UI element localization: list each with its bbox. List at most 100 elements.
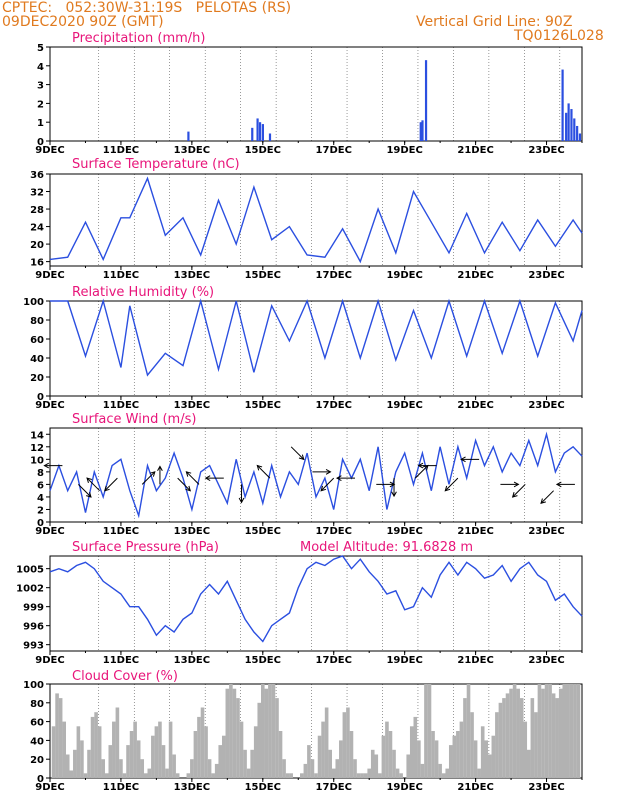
cloud-bar — [527, 749, 531, 778]
cloud-ytick-label: 80 — [30, 699, 44, 710]
wind-ytick-label: 0 — [37, 518, 44, 529]
cloud-bar — [431, 731, 435, 778]
rh-xtick-label: 17DEC — [316, 400, 352, 411]
cloud-bar — [388, 731, 393, 778]
cloud-bar — [548, 684, 552, 778]
cloud-bar — [321, 721, 325, 778]
wind-xtick-label: 21DEC — [457, 526, 493, 537]
cloud-bar — [51, 726, 56, 778]
pres-ytick-label: 999 — [23, 603, 44, 614]
pres-xtick-label: 19DEC — [386, 655, 422, 666]
wind-arrow-head — [104, 485, 110, 492]
cloud-bar — [126, 745, 130, 778]
cloud-bar — [250, 749, 254, 778]
cloud-bar — [275, 698, 279, 778]
cloud-bar — [558, 688, 563, 778]
pres-xtick-label: 17DEC — [316, 655, 352, 666]
cloud-bar — [356, 773, 361, 778]
cloud-bar — [470, 712, 474, 778]
cloud-ytick-label: 0 — [37, 774, 44, 785]
cloud-bar — [268, 684, 272, 778]
rh-frame — [49, 300, 583, 397]
temperature-panel: Surface Temperature (nC) 16 20 24 28 32 36 9DE… — [30, 157, 583, 281]
wind-arrow — [290, 446, 305, 460]
rh-title: Relative Humidity (%) — [72, 285, 214, 300]
cloud-bar — [229, 684, 233, 778]
cloud-bar — [239, 721, 244, 778]
cloud-bar — [83, 773, 88, 778]
wind-title: Surface Wind (m/s) — [72, 412, 196, 427]
cloud-bar — [463, 698, 467, 778]
cloud-bar — [133, 721, 137, 778]
cloud-bar — [175, 773, 180, 778]
pres-xtick-label: 11DEC — [103, 655, 139, 666]
cloud-bar — [289, 773, 293, 778]
cloud-bar — [434, 740, 439, 778]
cloud-xtick-label: 23DEC — [528, 782, 564, 793]
wind-arrow — [444, 477, 459, 492]
pres-model-altitude: Model Altitude: 91.6828 m — [300, 540, 473, 555]
cloud-bar — [186, 773, 191, 778]
cloud-bar — [307, 745, 311, 778]
cloud-bar — [143, 773, 148, 778]
wind-arrow — [320, 477, 335, 492]
wind-arrow-head — [204, 475, 211, 481]
cloud-bar — [576, 684, 581, 778]
cloud-bar — [168, 721, 173, 778]
cloud-bar — [62, 721, 66, 778]
wind-frame — [49, 427, 583, 523]
cloud-bar — [381, 735, 386, 778]
wind-xtick-label: 15DEC — [245, 526, 281, 537]
cloud-bar — [484, 740, 489, 778]
temp-ytick-label: 28 — [30, 205, 44, 216]
rh-xtick-label: 19DEC — [386, 400, 422, 411]
cloud-bar — [122, 773, 127, 778]
cloud-bar — [512, 684, 517, 778]
cloud-bar — [264, 688, 269, 778]
precip-bar — [567, 103, 570, 141]
wind-arrow — [104, 477, 118, 492]
cloud-bar — [459, 721, 464, 778]
cloud-bar — [441, 773, 446, 778]
pres-ytick-label: 1002 — [16, 584, 44, 595]
cloud-bar — [207, 759, 212, 778]
cloud-bar — [427, 684, 432, 778]
wind-series-line — [49, 431, 583, 519]
temp-ytick-label: 36 — [30, 170, 44, 181]
cloud-bar — [97, 726, 102, 778]
wind-arrow-head — [511, 492, 518, 498]
cloud-bar — [115, 707, 120, 778]
cloud-bar — [285, 773, 290, 778]
cloud-title: Cloud Cover (%) — [72, 669, 178, 684]
header-right1: Vertical Grid Line: 90Z — [416, 14, 573, 30]
cloud-bar — [360, 773, 364, 778]
pres-ytick-label: 996 — [23, 622, 44, 633]
wind-xtick-label: 13DEC — [174, 526, 210, 537]
precip-bar — [268, 133, 272, 141]
cloud-bar — [104, 773, 109, 778]
cloud-bar — [335, 759, 340, 778]
wind-arrow-head — [513, 481, 520, 488]
precip-bar — [424, 60, 428, 141]
cloud-bar — [395, 768, 400, 778]
cloud-bar — [303, 763, 308, 778]
cloud-bar — [193, 731, 198, 778]
cloud-bar — [509, 688, 513, 778]
cloud-bar — [112, 721, 116, 778]
wind-xtick-label: 11DEC — [103, 526, 139, 537]
cloud-bar — [158, 721, 162, 778]
cloud-bar — [90, 716, 95, 778]
cloud-bar — [417, 740, 421, 778]
cloud-bar — [232, 688, 237, 778]
cloud-bar — [140, 759, 145, 778]
temp-title: Surface Temperature (nC) — [72, 157, 240, 172]
temp-ytick-label: 24 — [30, 223, 44, 234]
cloud-bar — [385, 721, 389, 778]
cloud-bar — [534, 712, 538, 778]
temp-xtick-label: 23DEC — [528, 270, 564, 281]
header-right2: TQ0126L028 — [514, 28, 604, 44]
precip-bar — [256, 118, 259, 141]
precip-bar — [561, 69, 564, 141]
cloud-bar — [236, 698, 240, 778]
